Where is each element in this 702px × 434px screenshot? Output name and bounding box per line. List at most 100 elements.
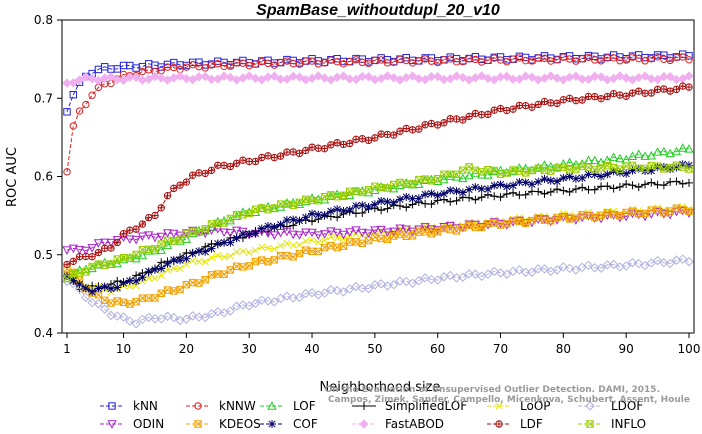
data-point <box>553 177 562 186</box>
data-point <box>75 269 84 277</box>
data-point <box>660 85 668 93</box>
data-point <box>295 198 304 207</box>
data-point <box>427 200 436 209</box>
data-point <box>383 235 392 244</box>
data-point <box>232 159 241 167</box>
data-point <box>314 144 323 152</box>
data-point <box>162 311 173 321</box>
data-point <box>401 225 411 234</box>
data-point <box>170 287 178 295</box>
legend-item-cof: COF <box>260 417 318 431</box>
data-point <box>445 270 455 281</box>
data-point <box>420 273 430 283</box>
data-point <box>151 245 159 253</box>
data-point <box>175 71 185 81</box>
legend-item-knnw: kNNW <box>186 399 256 413</box>
data-point <box>75 280 84 289</box>
data-point <box>641 166 650 175</box>
data-point <box>351 226 361 235</box>
data-point <box>665 258 675 269</box>
data-point <box>653 85 662 93</box>
data-point <box>226 62 235 70</box>
data-point <box>195 228 203 236</box>
data-point <box>591 213 599 222</box>
data-point <box>439 174 449 184</box>
data-point <box>503 106 511 115</box>
data-point <box>653 163 662 172</box>
data-point <box>521 219 530 227</box>
data-point <box>245 157 253 166</box>
data-point <box>326 75 336 85</box>
data-point <box>495 219 506 229</box>
data-point <box>584 170 593 179</box>
data-point <box>258 153 266 162</box>
data-point <box>553 164 561 172</box>
data-point <box>628 89 637 97</box>
data-point <box>572 57 580 65</box>
data-point <box>521 178 530 187</box>
data-point <box>288 71 298 81</box>
data-point <box>308 217 317 226</box>
data-point <box>162 240 173 249</box>
data-point <box>376 73 386 84</box>
legend-label: LoOP <box>520 399 551 413</box>
data-point <box>502 189 511 198</box>
data-point <box>414 225 424 234</box>
data-point <box>590 155 600 165</box>
data-point <box>407 227 418 237</box>
data-point <box>484 220 492 228</box>
data-point <box>214 251 222 259</box>
data-point <box>82 100 90 109</box>
data-point <box>583 155 594 165</box>
data-point <box>509 188 518 197</box>
data-point <box>578 174 587 183</box>
data-point <box>470 220 481 230</box>
series-fastabod <box>62 71 694 88</box>
data-point <box>515 178 524 187</box>
data-point <box>427 119 436 128</box>
data-point <box>376 181 386 191</box>
data-point <box>546 176 555 185</box>
data-point <box>483 269 493 279</box>
data-point <box>81 246 91 256</box>
data-point <box>112 258 122 268</box>
data-point <box>100 261 109 270</box>
data-point <box>250 73 261 84</box>
data-point <box>414 74 424 84</box>
data-point <box>608 73 619 84</box>
data-point <box>508 74 518 85</box>
data-point <box>213 307 223 317</box>
plot-area <box>62 50 694 329</box>
data-point <box>553 213 561 222</box>
legend-marker <box>585 401 595 411</box>
data-point <box>264 257 272 266</box>
data-point <box>352 201 361 210</box>
data-point <box>239 59 247 67</box>
legend-label: FastABOD <box>385 417 444 431</box>
data-point <box>63 272 71 281</box>
data-point <box>426 225 437 234</box>
data-point <box>496 104 505 113</box>
data-point <box>528 103 536 111</box>
data-point <box>239 156 247 164</box>
data-point <box>382 228 393 238</box>
data-point <box>514 216 525 226</box>
data-point <box>465 193 474 202</box>
data-point <box>470 269 481 279</box>
data-point <box>333 139 341 147</box>
data-point <box>383 204 392 213</box>
data-point <box>320 59 329 67</box>
data-point <box>125 72 135 82</box>
data-point <box>226 162 235 171</box>
data-point <box>559 173 568 182</box>
data-point <box>459 116 467 124</box>
data-point <box>100 244 109 252</box>
data-point <box>477 111 486 119</box>
data-point <box>219 71 229 81</box>
data-point <box>138 67 147 76</box>
data-point <box>665 148 675 158</box>
data-point <box>559 96 568 104</box>
series-line-cof <box>66 163 690 293</box>
data-point <box>584 53 593 61</box>
data-point <box>415 175 423 184</box>
